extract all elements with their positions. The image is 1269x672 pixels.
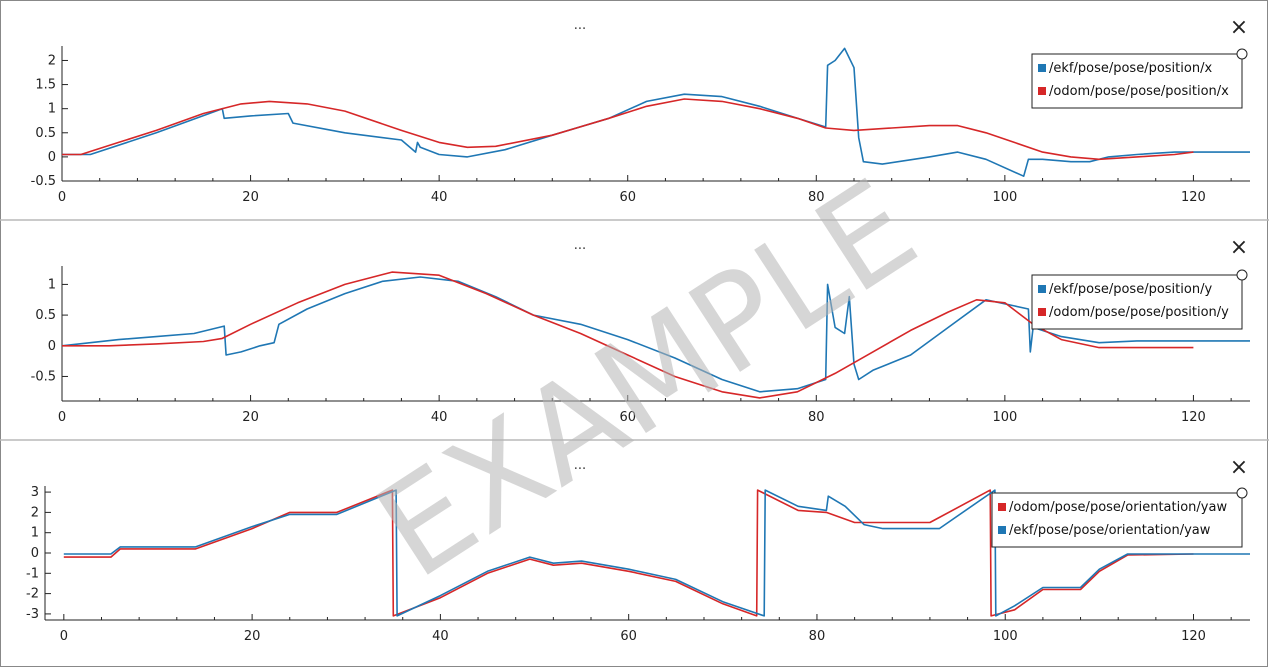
legend-box — [1031, 53, 1243, 109]
y-tick-label: 0 — [48, 150, 56, 165]
x-tick-label: 20 — [242, 190, 259, 205]
panel-title-2: ... — [573, 238, 587, 253]
close-icon[interactable]: × — [1229, 455, 1249, 480]
y-tick-label: 1 — [48, 277, 56, 292]
series-line-3-1 — [63, 489, 1194, 617]
x-tick-label: 20 — [244, 629, 261, 644]
y-tick-label: -0.5 — [31, 369, 56, 384]
series-line-2-2 — [62, 271, 1194, 399]
panel-title-3: ... — [573, 458, 587, 473]
y-tick-label: 2 — [31, 505, 39, 520]
y-tick-label: -2 — [26, 587, 39, 602]
x-tick-label: 0 — [58, 190, 66, 205]
x-tick-label: 0 — [60, 629, 68, 644]
y-tick-label: 1.5 — [35, 78, 56, 93]
legend-swatch — [1038, 308, 1046, 316]
y-tick-label: 2 — [48, 53, 56, 68]
close-icon[interactable]: × — [1229, 235, 1249, 260]
legend-swatch — [998, 526, 1006, 534]
x-tick-label: 60 — [619, 190, 636, 205]
legend-swatch — [998, 503, 1006, 511]
x-tick-label: 40 — [431, 190, 448, 205]
legend-resize-handle — [1236, 269, 1248, 281]
x-tick-label: 40 — [431, 410, 448, 425]
legend-label: /ekf/pose/pose/position/y — [1049, 282, 1212, 297]
y-tick-label: 0.5 — [35, 308, 56, 323]
x-tick-label: 20 — [242, 410, 259, 425]
legend-label: /ekf/pose/pose/orientation/yaw — [1009, 523, 1211, 538]
y-tick-label: 3 — [31, 485, 39, 500]
x-tick-label: 120 — [1181, 410, 1206, 425]
legend-swatch — [1038, 285, 1046, 293]
legend-label: /odom/pose/pose/position/y — [1049, 305, 1229, 320]
x-tick-label: 80 — [809, 629, 826, 644]
y-tick-label: -1 — [26, 566, 39, 581]
y-tick-label: 0.5 — [35, 126, 56, 141]
legend-swatch — [1038, 87, 1046, 95]
y-tick-label: 1 — [48, 102, 56, 117]
series-line-2-1 — [61, 276, 1250, 393]
y-tick-label: -3 — [26, 607, 39, 622]
x-tick-label: 60 — [620, 629, 637, 644]
series-line-1-2 — [62, 98, 1194, 161]
x-tick-label: 100 — [992, 190, 1017, 205]
y-tick-label: 0 — [48, 339, 56, 354]
legend-box — [991, 492, 1243, 548]
x-tick-label: 120 — [1181, 629, 1206, 644]
y-tick-label: 1 — [31, 526, 39, 541]
x-tick-label: 80 — [808, 410, 825, 425]
x-tick-label: 0 — [58, 410, 66, 425]
x-tick-label: 40 — [432, 629, 449, 644]
x-tick-label: 120 — [1181, 190, 1206, 205]
x-tick-label: 100 — [993, 629, 1018, 644]
legend-resize-handle — [1236, 487, 1248, 499]
series-line-3-2 — [63, 489, 1250, 617]
panel-title-1: ... — [573, 18, 587, 33]
x-tick-label: 100 — [992, 410, 1017, 425]
close-icon[interactable]: × — [1229, 15, 1249, 40]
x-tick-label: 60 — [619, 410, 636, 425]
x-tick-label: 80 — [808, 190, 825, 205]
y-tick-label: 0 — [31, 546, 39, 561]
legend-resize-handle — [1236, 48, 1248, 60]
legend-swatch — [1038, 64, 1046, 72]
legend-label: /odom/pose/pose/orientation/yaw — [1009, 500, 1227, 515]
series-line-1-1 — [62, 47, 1250, 177]
legend-label: /ekf/pose/pose/position/x — [1049, 61, 1212, 76]
y-tick-label: -0.5 — [31, 174, 56, 189]
legend-label: /odom/pose/pose/position/x — [1049, 84, 1229, 99]
legend-box — [1031, 274, 1243, 330]
